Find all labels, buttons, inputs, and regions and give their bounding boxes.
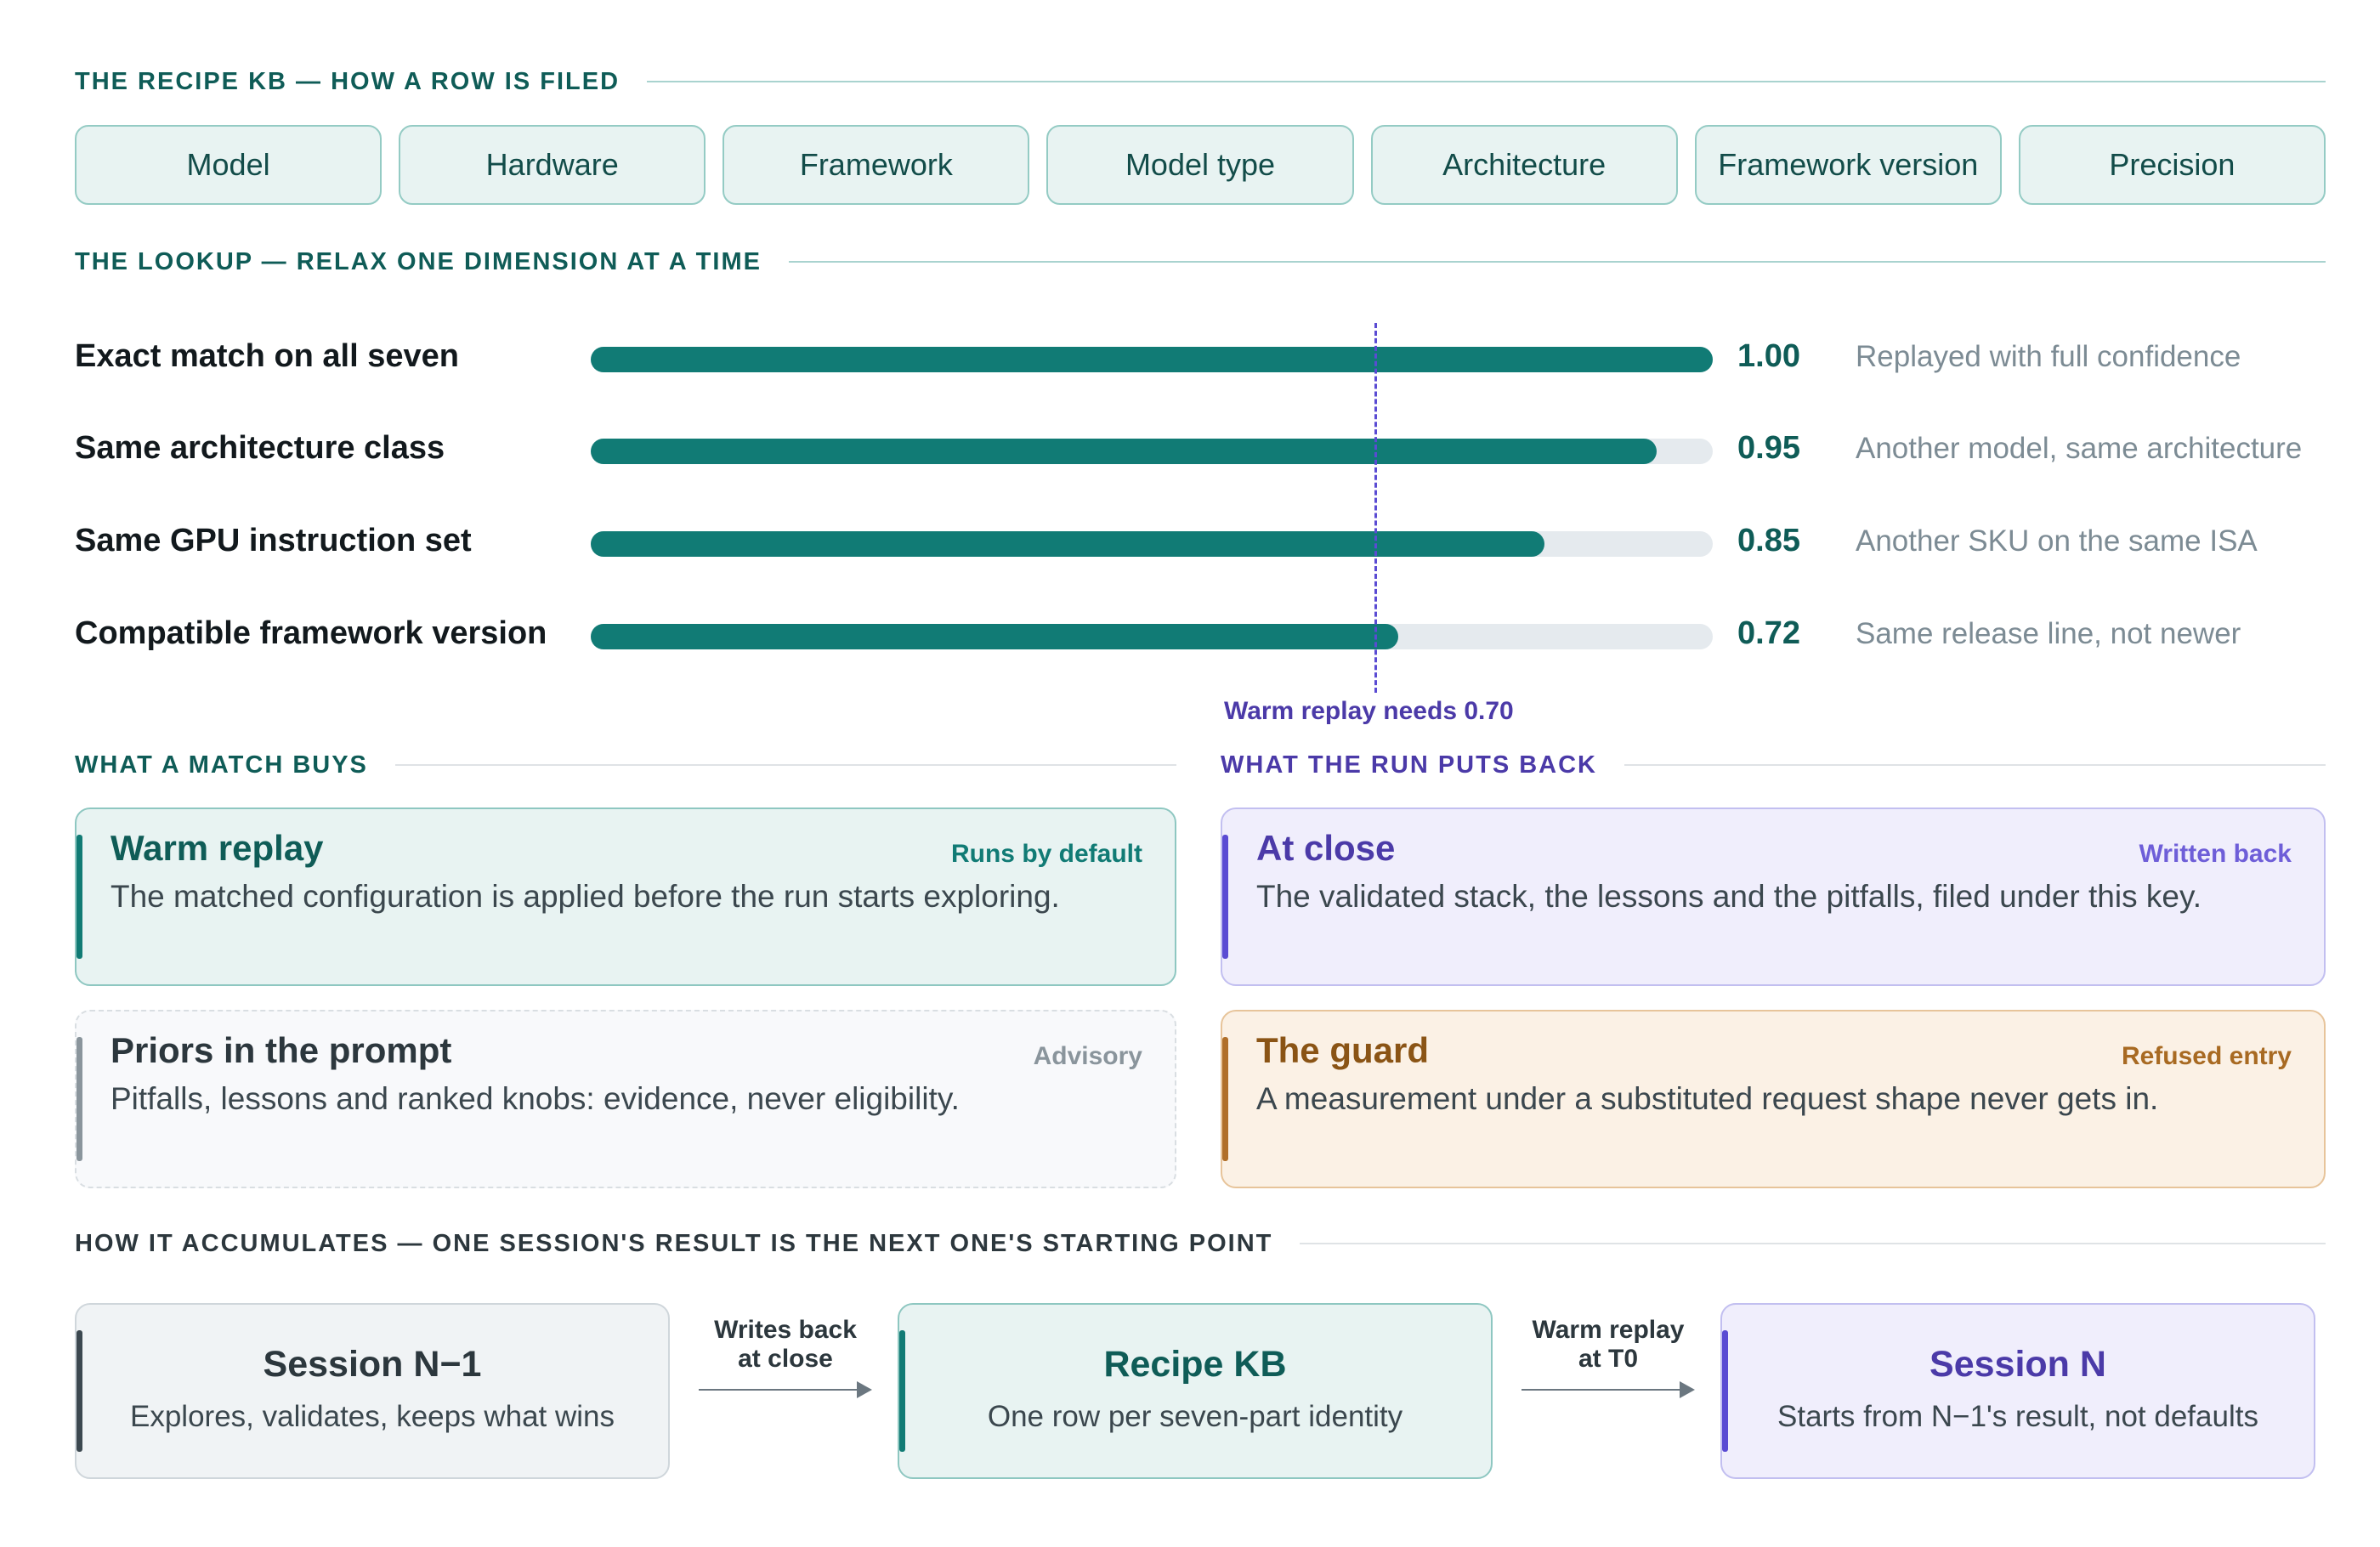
section-header-accumulates: HOW IT ACCUMULATES — ONE SESSION'S RESUL… [75, 1227, 2326, 1261]
section-divider [1300, 1243, 2326, 1244]
card-warm-replay: Warm replay Runs by default The matched … [75, 808, 1176, 986]
card-tag: Advisory [1033, 1042, 1142, 1070]
dimension-chips: Model Hardware Framework Model type Arch… [75, 125, 2326, 205]
card-at-close: At close Written back The validated stac… [1221, 808, 2326, 986]
arrow-label-writes-back: Writes back at close [683, 1316, 887, 1374]
bar-label: Same architecture class [75, 430, 445, 466]
section-header-recipe-kb: THE RECIPE KB — HOW A ROW IS FILED [75, 65, 2326, 99]
card-body: The validated stack, the lessons and the… [1256, 879, 2202, 914]
section-title: THE RECIPE KB — HOW A ROW IS FILED [75, 67, 620, 95]
card-tag: Refused entry [2121, 1042, 2292, 1070]
dimension-chip-architecture: Architecture [1370, 125, 1678, 205]
box-title: Session N−1 [263, 1344, 482, 1385]
threshold-line [1374, 323, 1377, 693]
bar-track [591, 531, 1713, 557]
card-tag: Runs by default [950, 840, 1142, 868]
box-title: Recipe KB [1103, 1344, 1287, 1385]
arrow-label-line: Warm replay [1532, 1316, 1685, 1344]
card-tag: Written back [2139, 840, 2292, 868]
dimension-chip-precision: Precision [2018, 125, 2326, 205]
bar-fill [591, 624, 1399, 649]
card-accent [1222, 1037, 1228, 1161]
flow-box-recipe-kb: Recipe KB One row per seven-part identit… [898, 1303, 1493, 1479]
section-title: WHAT THE RUN PUTS BACK [1221, 751, 1597, 779]
card-accent [1222, 835, 1228, 959]
card-accent [76, 835, 82, 959]
arrow-label-line: at close [738, 1345, 833, 1373]
arrow-label-line: Writes back [714, 1316, 857, 1344]
bar-note: Another model, same architecture [1856, 432, 2303, 465]
box-title: Session N [1930, 1344, 2106, 1385]
bar-label: Compatible framework version [75, 615, 547, 651]
section-divider [647, 81, 2326, 82]
arrow-label-warm-replay: Warm replay at T0 [1506, 1316, 1710, 1374]
card-body: Pitfalls, lessons and ranked knobs: evid… [110, 1081, 960, 1116]
threshold-label: Warm replay needs 0.70 [1224, 697, 1514, 725]
bar-track [591, 624, 1713, 649]
dimension-chip-framework: Framework [722, 125, 1030, 205]
section-title: HOW IT ACCUMULATES — ONE SESSION'S RESUL… [75, 1229, 1273, 1257]
bar-label: Same GPU instruction set [75, 523, 472, 558]
card-body: The matched configuration is applied bef… [110, 879, 1060, 914]
bar-fill [591, 347, 1713, 372]
section-title: THE LOOKUP — RELAX ONE DIMENSION AT A TI… [75, 247, 762, 275]
card-guard: The guard Refused entry A measurement un… [1221, 1010, 2326, 1188]
box-accent [1722, 1330, 1728, 1452]
card-title: Priors in the prompt [110, 1030, 452, 1070]
box-accent [899, 1330, 905, 1452]
box-body: One row per seven-part identity [987, 1400, 1403, 1433]
box-accent [76, 1330, 82, 1452]
card-body: A measurement under a substituted reques… [1256, 1081, 2159, 1116]
bar-value-label: 1.00 [1737, 338, 1800, 374]
card-accent [76, 1037, 82, 1161]
card-priors: Priors in the prompt Advisory Pitfalls, … [75, 1010, 1176, 1188]
section-title: WHAT A MATCH BUYS [75, 751, 368, 779]
bar-note: Another SKU on the same ISA [1856, 524, 2258, 558]
card-title: At close [1256, 828, 1396, 868]
bar-note: Same release line, not newer [1856, 617, 2241, 650]
bar-value-label: 0.95 [1737, 430, 1800, 466]
card-title: Warm replay [110, 828, 324, 868]
bar-note: Replayed with full confidence [1856, 340, 2241, 373]
card-title: The guard [1256, 1030, 1430, 1070]
section-header-run-puts-back: WHAT THE RUN PUTS BACK [1221, 748, 2326, 782]
arrow-right-icon [1522, 1381, 1695, 1398]
bar-value-label: 0.85 [1737, 523, 1800, 558]
flow-box-session-prev: Session N−1 Explores, validates, keeps w… [75, 1303, 670, 1479]
bar-track [591, 439, 1713, 464]
dimension-chip-model-type: Model type [1046, 125, 1354, 205]
flow-box-session-next: Session N Starts from N−1's result, not … [1720, 1303, 2315, 1479]
bar-label: Exact match on all seven [75, 338, 459, 374]
bar-fill [591, 531, 1544, 557]
arrow-right-icon [699, 1381, 872, 1398]
box-body: Starts from N−1's result, not defaults [1777, 1400, 2258, 1433]
dimension-chip-hardware: Hardware [399, 125, 706, 205]
bar-track [591, 347, 1713, 372]
section-divider [788, 261, 2326, 263]
section-header-lookup: THE LOOKUP — RELAX ONE DIMENSION AT A TI… [75, 245, 2326, 279]
section-divider [1624, 764, 2326, 766]
arrow-label-line: at T0 [1578, 1345, 1639, 1373]
section-divider [394, 764, 1176, 766]
bar-value-label: 0.72 [1737, 615, 1800, 651]
section-header-match-buys: WHAT A MATCH BUYS [75, 748, 1176, 782]
box-body: Explores, validates, keeps what wins [130, 1400, 615, 1433]
dimension-chip-framework-version: Framework version [1694, 125, 2002, 205]
dimension-chip-model: Model [75, 125, 382, 205]
bar-fill [591, 439, 1657, 464]
